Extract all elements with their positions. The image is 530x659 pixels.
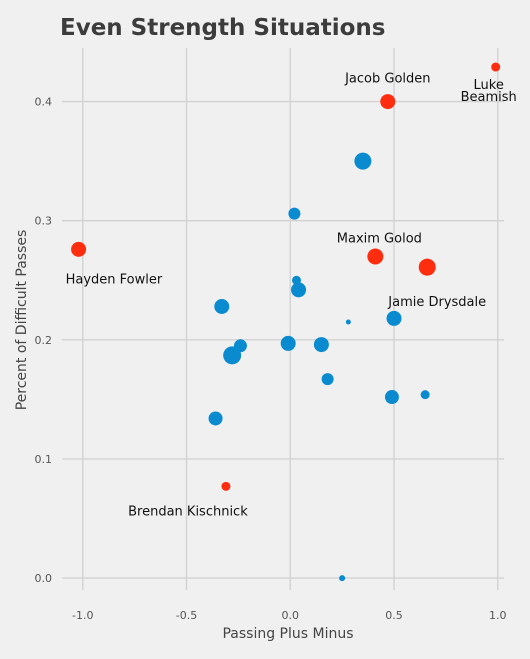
highlighted-point [221,481,231,491]
point-annotation: Luke [474,78,504,93]
data-point [384,390,399,405]
data-point [420,390,430,400]
point-annotation: Jamie Drysdale [387,295,486,310]
data-point [280,335,296,351]
grid-lines [62,48,504,590]
highlighted-point [367,248,384,265]
x-tick-label: 0.0 [282,609,300,622]
data-points [71,62,501,582]
highlighted-point [418,258,436,276]
y-tick-label: 0.3 [35,215,53,228]
y-axis-label: Percent of Difficult Passes [14,230,30,411]
y-tick-label: 0.2 [35,334,53,347]
data-point [345,319,351,325]
data-point [386,310,402,326]
data-point [313,337,329,353]
point-annotation: Maxim Golod [337,231,422,246]
point-annotation: Beamish [461,90,517,105]
point-annotation: Hayden Fowler [66,272,163,287]
tick-labels: -1.0 -0.5 0.0 0.5 1.0 0.0 0.1 0.2 0.3 0.4 [35,96,507,622]
chart-title: Even Strength Situations [60,15,385,41]
x-tick-label: 1.0 [489,609,507,622]
data-point [223,346,242,365]
data-point [288,207,301,220]
highlighted-point [380,94,396,110]
x-tick-label: -1.0 [72,609,93,622]
data-point [354,152,372,170]
y-tick-label: 0.0 [35,572,53,585]
x-tick-label: 0.5 [385,609,403,622]
y-tick-label: 0.1 [35,453,53,466]
point-annotation: Brendan Kischnick [128,504,248,519]
highlighted-point [71,241,87,257]
data-point [339,575,346,582]
highlighted-point [491,62,501,72]
point-annotation: Jacob Golden [344,72,430,87]
x-axis-label: Passing Plus Minus [222,626,353,642]
data-point [208,411,223,426]
data-point [321,373,334,386]
data-point [291,282,307,298]
x-tick-label: -0.5 [176,609,197,622]
data-point [214,298,230,314]
y-tick-label: 0.4 [35,96,53,109]
